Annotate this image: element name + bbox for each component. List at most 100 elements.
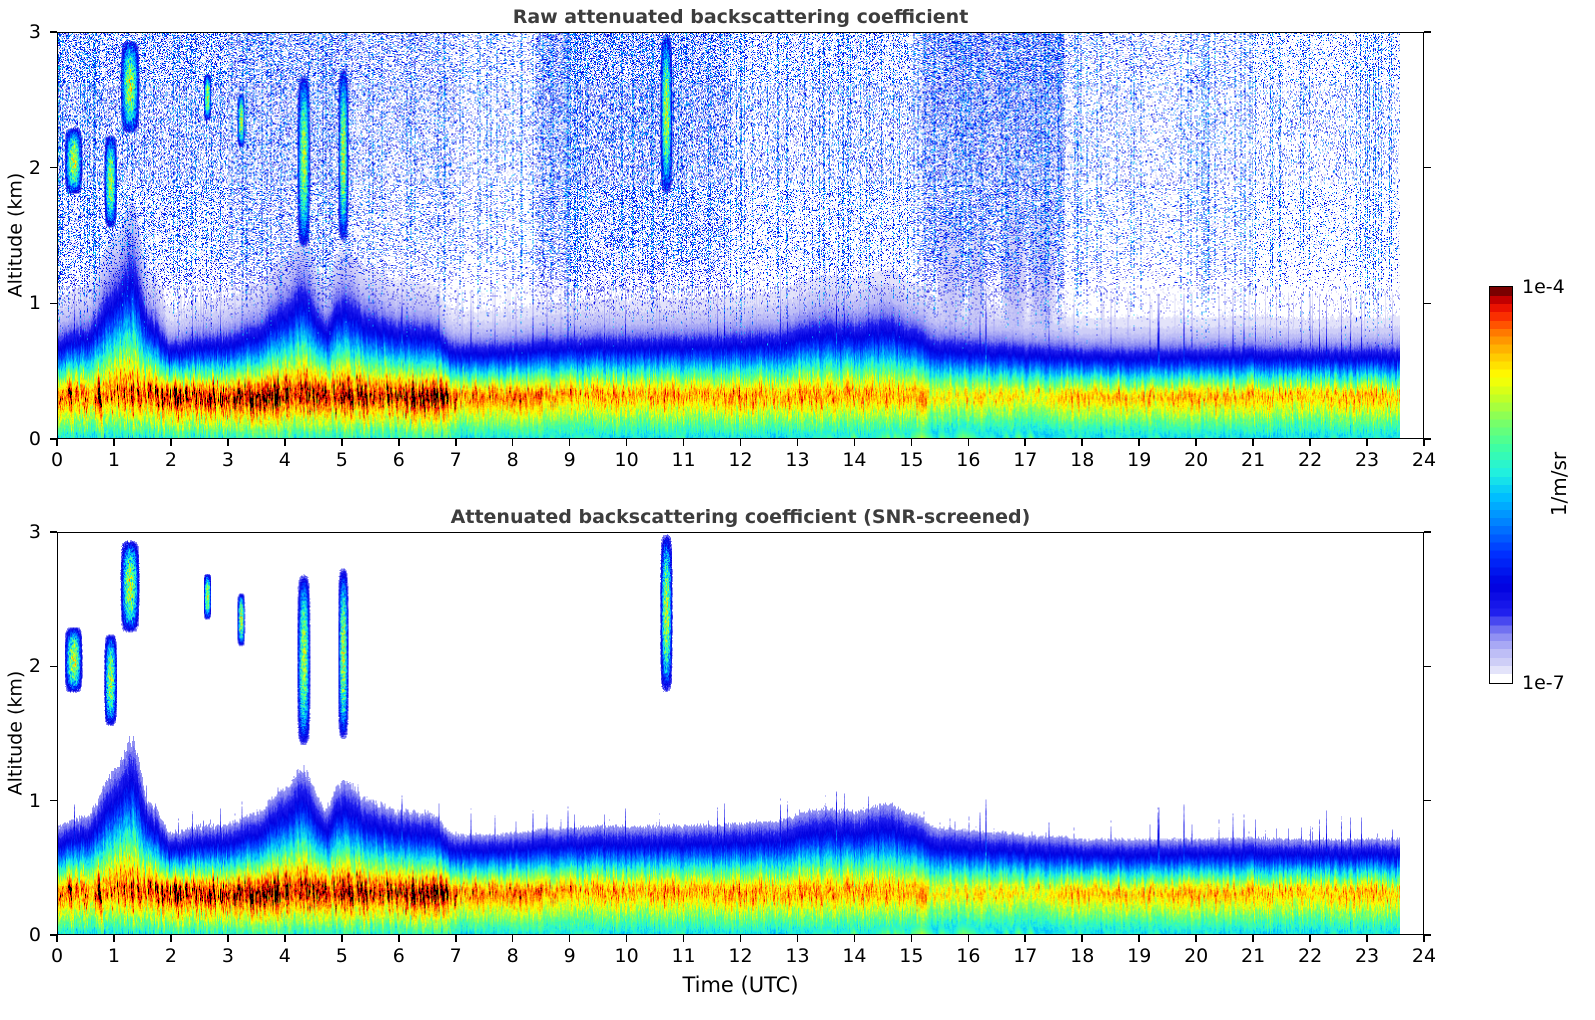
x-tick (1138, 935, 1140, 942)
x-tick-label: 9 (563, 945, 576, 967)
x-tick-label: 4 (278, 449, 291, 471)
x-tick (1423, 935, 1425, 942)
x-tick-label: 10 (614, 449, 639, 471)
x-tick-label: 20 (1184, 945, 1209, 967)
x-tick (454, 439, 457, 446)
x-tick-label: 5 (335, 945, 348, 967)
y-tick-label: 2 (28, 655, 41, 678)
x-tick-label: 23 (1354, 449, 1380, 471)
x-tick (1252, 439, 1254, 446)
x-tick-label: 16 (956, 449, 981, 471)
x-tick (682, 935, 685, 942)
colorbar-max-label: 1e-4 (1522, 276, 1565, 298)
x-tick (1309, 935, 1311, 942)
x-tick (625, 439, 628, 446)
y-tick (50, 665, 57, 668)
y-tick-label: 1 (28, 789, 41, 812)
panel-raw-title: Raw attenuated backscattering coefficien… (512, 6, 969, 28)
panel-raw-heatmap (58, 33, 1423, 438)
x-tick-label: 12 (728, 945, 753, 967)
x-tick (568, 439, 571, 446)
colorbar-unit-label: 1/m/sr (1547, 451, 1571, 517)
y-tick-right (1424, 531, 1431, 533)
x-tick-label: 10 (614, 945, 639, 967)
x-tick-label: 14 (842, 945, 867, 967)
y-tick-right (1424, 799, 1431, 802)
x-tick-label: 17 (1013, 945, 1038, 967)
x-tick-label: 22 (1297, 945, 1323, 967)
panel-raw: Raw attenuated backscattering coefficien… (0, 0, 1595, 500)
x-tick-label: 19 (1127, 449, 1152, 471)
x-tick-label: 6 (392, 449, 405, 471)
x-tick-label: 23 (1354, 945, 1380, 967)
x-tick (1081, 439, 1084, 446)
x-tick-label: 18 (1070, 449, 1095, 471)
y-tick-label: 3 (28, 521, 41, 543)
x-tick (568, 935, 571, 942)
y-tick-right (1424, 665, 1431, 668)
x-tick (1423, 439, 1425, 446)
x-tick (113, 935, 115, 942)
x-tick (1081, 935, 1084, 942)
y-tick-right (1424, 31, 1431, 33)
x-tick-label: 13 (785, 945, 810, 967)
x-tick (1252, 935, 1254, 942)
x-tick-label: 15 (899, 449, 924, 471)
x-tick-label: 24 (1411, 945, 1437, 967)
x-tick-label: 13 (785, 449, 810, 471)
x-tick-label: 21 (1241, 945, 1266, 967)
x-tick (1024, 935, 1027, 942)
x-tick-label: 7 (449, 449, 462, 471)
y-tick-right (1424, 166, 1431, 169)
x-tick (113, 439, 115, 446)
x-tick (1024, 439, 1027, 446)
x-tick (853, 935, 856, 942)
x-tick-label: 16 (956, 945, 981, 967)
x-tick (227, 935, 229, 942)
x-tick-label: 11 (671, 945, 696, 967)
x-tick-label: 15 (899, 945, 924, 967)
y-tick (50, 302, 57, 305)
x-tick (1195, 439, 1197, 446)
x-tick (967, 439, 970, 446)
y-tick-right (1424, 934, 1431, 936)
x-tick (284, 935, 286, 942)
x-tick (56, 935, 58, 942)
x-tick (910, 439, 913, 446)
x-tick-label: 1 (107, 449, 120, 471)
colorbar[interactable] (1489, 286, 1513, 684)
x-tick-label: 8 (506, 945, 519, 967)
x-tick (853, 439, 856, 446)
x-tick (56, 439, 58, 446)
x-tick (511, 935, 514, 942)
x-tick-label: 21 (1241, 449, 1266, 471)
y-tick (50, 531, 57, 533)
x-tick-label: 17 (1013, 449, 1038, 471)
x-tick-label: 12 (728, 449, 753, 471)
y-tick-label: 2 (28, 156, 41, 179)
y-tick (50, 31, 57, 33)
x-tick-label: 2 (164, 945, 177, 967)
y-tick (50, 438, 57, 440)
x-tick-label: 22 (1297, 449, 1323, 471)
x-tick-label: 4 (278, 945, 291, 967)
x-tick-label: 8 (506, 449, 519, 471)
y-tick (50, 166, 57, 169)
x-tick (397, 935, 400, 942)
y-tick-label: 0 (28, 428, 41, 450)
x-tick-label: 5 (335, 449, 348, 471)
x-tick-label: 7 (449, 945, 462, 967)
x-tick (739, 439, 742, 446)
x-tick-label: 3 (221, 945, 234, 967)
y-tick-label: 0 (28, 924, 41, 946)
panel-screened-plot-area[interactable] (57, 532, 1424, 935)
x-tick (1138, 439, 1140, 446)
x-tick (910, 935, 913, 942)
panel-raw-plot-area[interactable] (57, 32, 1424, 439)
x-tick (340, 935, 343, 942)
x-tick (682, 439, 685, 446)
x-tick (511, 439, 514, 446)
